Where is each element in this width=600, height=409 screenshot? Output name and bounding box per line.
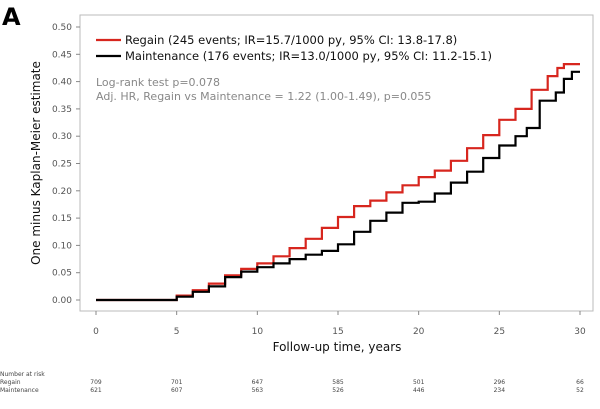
risk-value-regain: 501 bbox=[413, 379, 425, 386]
risk-value-maintenance: 563 bbox=[252, 387, 264, 394]
x-tick-label: 10 bbox=[252, 327, 264, 337]
y-tick-label: 0.40 bbox=[52, 78, 72, 88]
x-tick-label: 20 bbox=[413, 327, 425, 337]
risk-value-regain: 66 bbox=[576, 379, 584, 386]
risk-value-regain: 647 bbox=[252, 379, 264, 386]
x-tick-label: 30 bbox=[574, 327, 586, 337]
risk-value-maintenance: 234 bbox=[494, 387, 506, 394]
y-tick-label: 0.00 bbox=[52, 296, 72, 306]
risk-row-label-maintenance: Maintenance bbox=[0, 387, 39, 394]
annotation-logrank: Log-rank test p=0.078 bbox=[96, 76, 220, 89]
plot-area: 0.00 0.05 0.10 0.15 0.20 0.25 0.30 0.35 0.40 0.45… bbox=[52, 14, 594, 337]
risk-value-maintenance: 446 bbox=[413, 387, 425, 394]
y-axis: 0.00 0.05 0.10 0.15 0.20 0.25 0.30 0.35 0.40 0.45… bbox=[52, 23, 80, 306]
y-tick-label: 0.10 bbox=[52, 241, 72, 251]
risk-value-maintenance: 607 bbox=[171, 387, 183, 394]
y-tick-label: 0.15 bbox=[52, 214, 72, 224]
x-axis-title: Follow-up time, years bbox=[273, 340, 402, 354]
y-tick-label: 0.50 bbox=[52, 23, 72, 33]
annotation-hazard-ratio: Adj. HR, Regain vs Maintenance = 1.22 (1… bbox=[96, 90, 431, 103]
risk-table: Number at risk Regain Maintenance 709 701… bbox=[0, 371, 584, 394]
x-tick-label: 25 bbox=[494, 327, 505, 337]
risk-values: 709 701 647 585 501 296 66 621 607 563 526 446 234 52 bbox=[90, 379, 584, 394]
risk-row-label-regain: Regain bbox=[0, 379, 21, 386]
y-tick-label: 0.35 bbox=[52, 105, 72, 115]
y-axis-title: One minus Kaplan-Meier estimate bbox=[29, 61, 43, 265]
x-axis: 0 5 10 15 20 25 30 bbox=[93, 311, 586, 337]
panel-label: A bbox=[2, 3, 21, 31]
x-tick-label: 15 bbox=[332, 327, 343, 337]
series-line-regain bbox=[96, 62, 580, 302]
risk-table-title: Number at risk bbox=[0, 371, 45, 378]
risk-value-maintenance: 526 bbox=[332, 387, 344, 394]
legend-label-maintenance: Maintenance (176 events; IR=13.0/1000 py… bbox=[125, 49, 492, 63]
risk-value-regain: 701 bbox=[171, 379, 183, 386]
series-line-maintenance bbox=[96, 70, 580, 302]
y-tick-label: 0.20 bbox=[52, 187, 72, 197]
plot-frame bbox=[79, 14, 594, 312]
risk-value-regain: 296 bbox=[494, 379, 506, 386]
legend: Regain (245 events; IR=15.7/1000 py, 95%… bbox=[96, 33, 492, 63]
y-tick-label: 0.05 bbox=[52, 269, 72, 279]
x-tick-label: 0 bbox=[93, 327, 99, 337]
risk-value-regain: 709 bbox=[90, 379, 102, 386]
legend-label-regain: Regain (245 events; IR=15.7/1000 py, 95%… bbox=[125, 33, 457, 47]
y-tick-label: 0.30 bbox=[52, 132, 72, 142]
y-tick-label: 0.25 bbox=[52, 160, 72, 170]
series-lines bbox=[96, 62, 580, 302]
x-tick-label: 5 bbox=[174, 327, 180, 337]
risk-value-maintenance: 52 bbox=[576, 387, 584, 394]
risk-value-regain: 585 bbox=[332, 379, 344, 386]
y-tick-label: 0.45 bbox=[52, 50, 72, 60]
risk-value-maintenance: 621 bbox=[90, 387, 102, 394]
